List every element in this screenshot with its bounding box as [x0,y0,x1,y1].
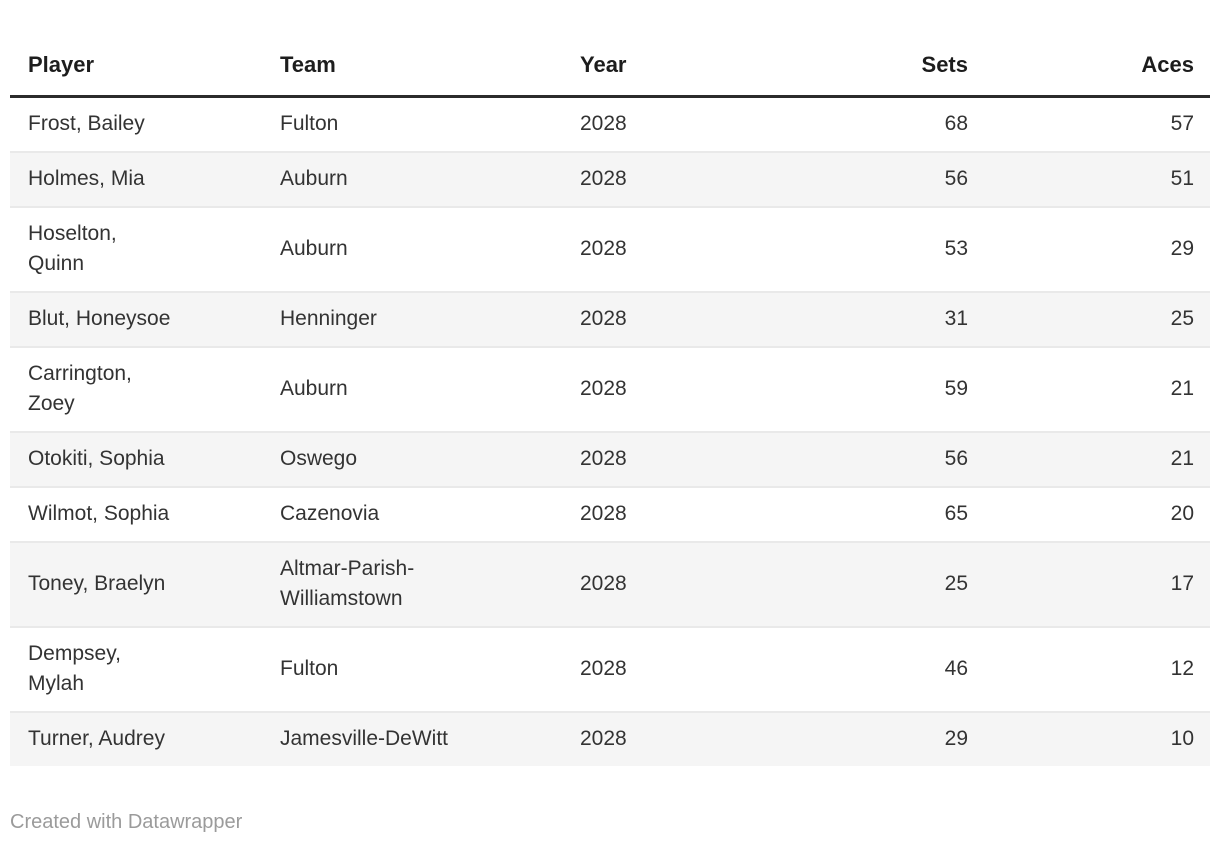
cell-sets: 59 [944,377,968,400]
cell-team: Auburn [280,167,348,190]
cell-team: Oswego [280,447,358,470]
column-header-team: Team [262,32,562,98]
table-row: Wilmot, Sophia Cazenovia 2028 65 20 [10,487,1210,542]
table-footer: Created with Datawrapper [10,810,1210,834]
cell-year: 2028 [580,447,627,470]
table-row: Hoselton, Quinn Auburn 2028 53 29 [10,207,1210,292]
cell-player: Hoselton, Quinn [28,222,117,275]
column-header-player: Player [10,32,262,98]
cell-year: 2028 [580,727,627,750]
cell-team: Cazenovia [280,502,380,525]
cell-player: Carrington, Zoey [28,362,132,415]
cell-team: Henninger [280,307,377,330]
cell-sets: 56 [944,447,968,470]
cell-aces: 12 [1170,657,1194,680]
table-row: Blut, Honeysoe Henninger 2028 31 25 [10,292,1210,347]
table-row: Frost, Bailey Fulton 2028 68 57 [10,96,1210,152]
cell-aces: 10 [1170,727,1194,750]
table-row: Holmes, Mia Auburn 2028 56 51 [10,152,1210,207]
cell-sets: 25 [944,572,968,595]
table-header: Player Team Year Sets Aces [10,32,1210,98]
cell-player: Wilmot, Sophia [28,502,170,525]
cell-aces: 20 [1170,502,1194,525]
cell-player: Otokiti, Sophia [28,447,165,470]
cell-sets: 46 [944,657,968,680]
cell-aces: 57 [1170,112,1194,135]
cell-year: 2028 [580,167,627,190]
cell-team: Auburn [280,237,348,260]
cell-team: Jamesville-DeWitt [280,727,449,750]
cell-team: Fulton [280,657,339,680]
cell-year: 2028 [580,307,627,330]
cell-player: Blut, Honeysoe [28,307,171,330]
cell-year: 2028 [580,572,627,595]
column-header-aces: Aces [984,32,1210,98]
cell-year: 2028 [580,502,627,525]
column-header-year: Year [562,32,802,98]
cell-aces: 21 [1170,447,1194,470]
cell-player: Dempsey, Mylah [28,642,121,695]
cell-sets: 53 [944,237,968,260]
cell-team: Altmar-Parish- Williamstown [280,557,415,610]
cell-aces: 51 [1170,167,1194,190]
table-row: Toney, Braelyn Altmar-Parish- Williamsto… [10,542,1210,627]
cell-aces: 17 [1170,572,1194,595]
cell-player: Holmes, Mia [28,167,145,190]
cell-year: 2028 [580,377,627,400]
cell-sets: 29 [944,727,968,750]
cell-sets: 65 [944,502,968,525]
cell-aces: 29 [1170,237,1194,260]
cell-sets: 31 [944,307,968,330]
table-row: Turner, Audrey Jamesville-DeWitt 2028 29… [10,712,1210,766]
cell-player: Frost, Bailey [28,112,145,135]
cell-aces: 25 [1170,307,1194,330]
cell-team: Fulton [280,112,339,135]
cell-year: 2028 [580,237,627,260]
cell-sets: 68 [944,112,968,135]
table-body: Frost, Bailey Fulton 2028 68 57 Holmes, … [10,96,1210,766]
cell-player: Turner, Audrey [28,727,165,750]
datawrapper-credit-link[interactable]: Created with Datawrapper [10,811,243,833]
cell-year: 2028 [580,112,627,135]
table-row: Otokiti, Sophia Oswego 2028 56 21 [10,432,1210,487]
table-row: Carrington, Zoey Auburn 2028 59 21 [10,347,1210,432]
stats-table: Player Team Year Sets Aces Frost, Bailey… [10,32,1210,766]
cell-sets: 56 [944,167,968,190]
cell-year: 2028 [580,657,627,680]
header-row: Player Team Year Sets Aces [10,32,1210,98]
table-row: Dempsey, Mylah Fulton 2028 46 12 [10,627,1210,712]
cell-team: Auburn [280,377,348,400]
cell-aces: 21 [1170,377,1194,400]
cell-player: Toney, Braelyn [28,572,166,595]
column-header-sets: Sets [802,32,984,98]
